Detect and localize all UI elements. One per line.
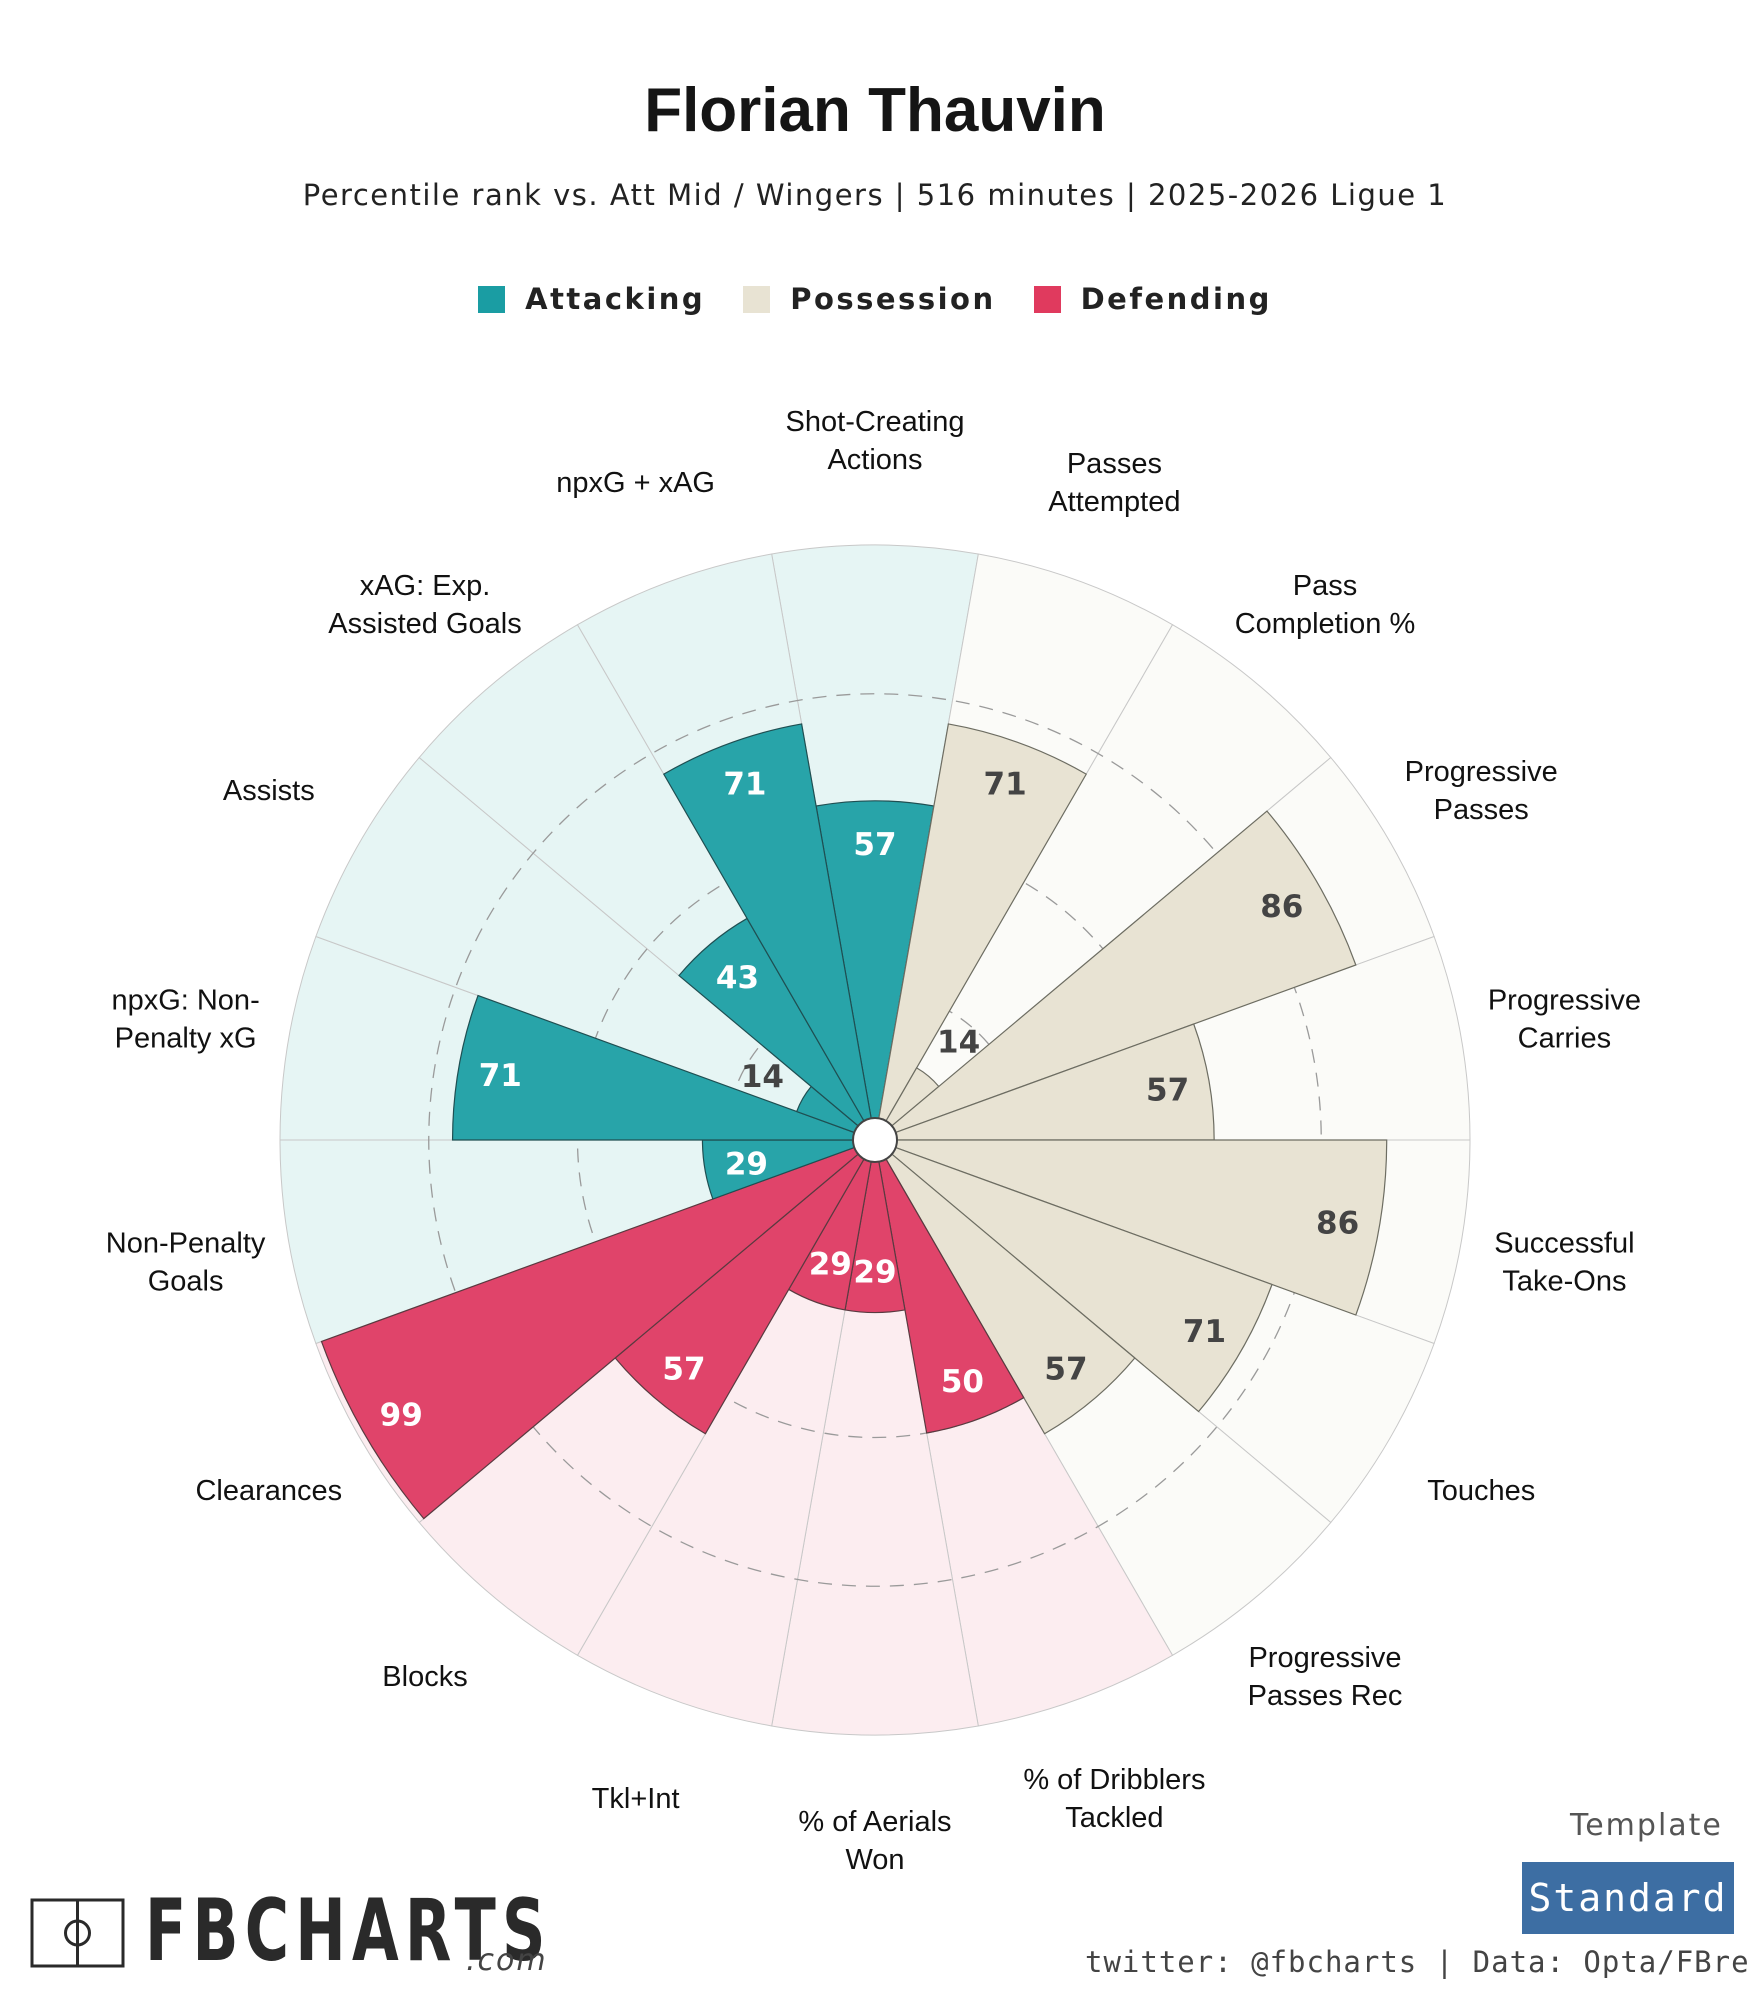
page-subtitle: Percentile rank vs. Att Mid / Wingers | …: [302, 178, 1448, 212]
bar-npxg-xag: [662, 723, 876, 1141]
value-label-npxg-xag: 71: [723, 767, 766, 803]
bar-touches: [874, 1139, 1273, 1413]
footer-credit: twitter: @fbcharts | Data: Opta/FBref: [1085, 1945, 1750, 1979]
category-label-progressive-carries: Progressive Carries: [1488, 984, 1641, 1054]
logo-text: FBCHARTS: [145, 1881, 552, 1981]
value-label-progressive-passes-rec: 57: [1044, 1352, 1087, 1388]
value-label-clearances: 99: [380, 1398, 423, 1434]
template-badge: Standard: [1522, 1862, 1734, 1934]
value-label-non-penalty-goals: 29: [725, 1147, 768, 1183]
value-label-assists: 14: [741, 1059, 784, 1095]
category-label-assists: Assists: [223, 775, 315, 807]
value-label-tkl-int: 29: [809, 1247, 852, 1283]
category-label-npxg-xag: npxG + xAG: [556, 467, 715, 499]
value-label-passes-attempted: 71: [984, 767, 1027, 803]
category-label-pass-completion: Pass Completion %: [1235, 570, 1416, 640]
value-label-progressive-carries: 57: [1146, 1072, 1189, 1108]
legend-label-defending: Defending: [1080, 282, 1272, 316]
category-label-xag-exp-assisted-goals: xAG: Exp. Assisted Goals: [328, 570, 521, 640]
value-label-blocks: 57: [662, 1352, 705, 1388]
bar-npxg-non-penalty-xg: [451, 994, 876, 1141]
category-label-of-aerials-won: % of Aerials Won: [798, 1806, 951, 1876]
template-label: Template: [1570, 1808, 1723, 1843]
value-label-shot-creating-actions: 57: [853, 827, 896, 863]
value-label-progressive-passes: 86: [1260, 889, 1303, 925]
bar-progressive-passes: [874, 810, 1357, 1141]
bar-clearances: [320, 1139, 876, 1520]
category-label-clearances: Clearances: [195, 1475, 342, 1507]
category-label-npxg-non-penalty-xg: npxG: Non-Penalty xG: [111, 984, 259, 1054]
legend-label-possession: Possession: [790, 282, 996, 316]
value-label-xag-exp-assisted-goals: 43: [716, 960, 759, 996]
bg-wedge-assists: [315, 756, 876, 1141]
legend-swatch-attacking: [478, 285, 506, 313]
legend-swatch-defending: [1033, 285, 1061, 313]
value-label-of-aerials-won: 29: [853, 1255, 896, 1291]
value-label-touches: 71: [1183, 1314, 1226, 1350]
legend-swatch-possession: [743, 285, 771, 313]
category-label-progressive-passes-rec: Progressive Passes Rec: [1248, 1642, 1403, 1712]
page-title: Florian Thauvin: [644, 76, 1106, 145]
category-label-shot-creating-actions: Shot-Creating Actions: [786, 406, 965, 476]
category-label-blocks: Blocks: [382, 1661, 467, 1693]
legend-item-possession: Possession: [743, 282, 995, 316]
value-label-pass-completion: 14: [937, 1024, 980, 1060]
bg-wedge-pass-completion: [874, 624, 1332, 1141]
category-label-passes-attempted: Passes Attempted: [1048, 448, 1180, 518]
category-label-non-penalty-goals: Non-Penalty Goals: [106, 1228, 266, 1298]
value-label-of-dribblers-tackled: 50: [941, 1364, 984, 1400]
legend-item-defending: Defending: [1033, 282, 1272, 316]
center-hub: [852, 1117, 898, 1163]
legend-label-attacking: Attacking: [525, 282, 706, 316]
legend-item-attacking: Attacking: [478, 282, 705, 316]
category-label-of-dribblers-tackled: % of Dribblers Tackled: [1023, 1764, 1205, 1834]
bar-successful-take-ons: [874, 1139, 1388, 1316]
category-label-touches: Touches: [1427, 1475, 1535, 1507]
bar-passes-attempted: [874, 723, 1088, 1141]
category-label-successful-take-ons: Successful Take-Ons: [1494, 1228, 1634, 1298]
value-label-npxg-non-penalty-xg: 71: [479, 1058, 522, 1094]
value-label-successful-take-ons: 86: [1316, 1206, 1359, 1242]
category-label-progressive-passes: Progressive Passes: [1405, 756, 1558, 826]
fbcharts-logo-icon: [30, 1898, 125, 1968]
category-label-tkl-int: Tkl+Int: [592, 1783, 680, 1815]
bar-progressive-passes-rec: [874, 1139, 1136, 1435]
logo-suffix: .com: [466, 1943, 548, 1978]
bar-of-dribblers-tackled: [874, 1139, 1025, 1434]
legend: Attacking Possession Defending: [0, 282, 1750, 316]
